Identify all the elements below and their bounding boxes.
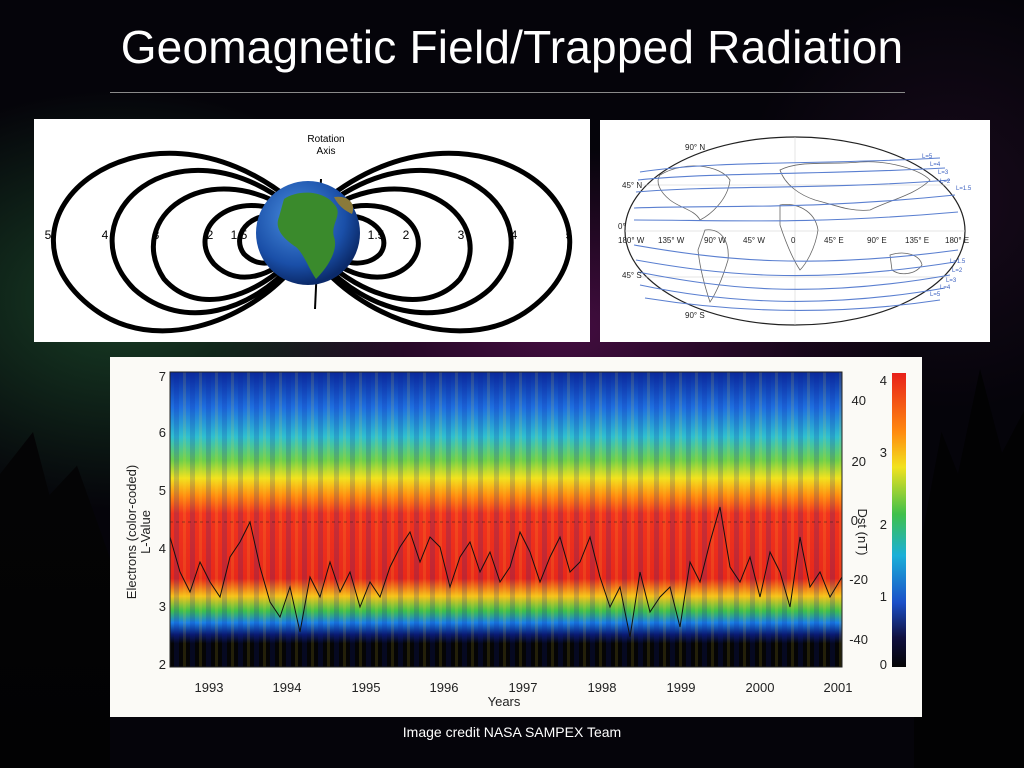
dipole-field-diagram: Rotation Axis 5 4 3 2 1.5 1.5 2 3 4 5 xyxy=(34,119,590,342)
arabia-landmass xyxy=(334,196,354,214)
spectrogram-svg: 2 3 4 5 6 7 Electrons (color-coded) L-Va… xyxy=(124,369,906,709)
y-tick-6: 6 xyxy=(159,425,166,440)
x-tick-1999: 1999 xyxy=(667,680,696,695)
lat-label-90n: 90° N xyxy=(685,143,705,152)
y-label-line1: Electrons (color-coded) xyxy=(124,465,139,599)
l-axis-ticks: 2 3 4 5 6 7 xyxy=(159,369,166,672)
field-line-l5-right xyxy=(322,150,573,334)
image-credit: Image credit NASA SAMPEX Team xyxy=(402,724,622,740)
l-label-left-2: 2 xyxy=(207,228,214,242)
l-label-right-1-5: 1.5 xyxy=(368,228,385,242)
colorbar-tick-4: 4 xyxy=(880,373,887,388)
colorbar-tick-1: 1 xyxy=(880,589,887,604)
l-label-left-5: 5 xyxy=(45,228,52,242)
lon-label-90w: 90° W xyxy=(704,236,726,245)
lon-label-0: 0 xyxy=(791,236,796,245)
l-label-north-2: L=2 xyxy=(940,179,951,185)
l-label-left-3: 3 xyxy=(153,228,160,242)
lon-label-135e: 135° E xyxy=(905,236,929,245)
dst-tick-minus20: -20 xyxy=(849,572,868,587)
dst-tick-40: 40 xyxy=(852,393,866,408)
l-shell-contours xyxy=(633,157,959,312)
y-tick-3: 3 xyxy=(159,599,166,614)
slide-title: Geomagnetic Field/Trapped Radiation xyxy=(120,21,904,73)
l-label-north-1-5: L=1.5 xyxy=(956,186,972,192)
l-label-right-4: 4 xyxy=(511,228,518,242)
l-label-right-2: 2 xyxy=(403,228,410,242)
axis-label-1: Rotation xyxy=(307,134,344,145)
axis-label-2: Axis xyxy=(317,146,336,157)
lat-label-0: 0° xyxy=(618,222,626,231)
dst-tick-0: 0 xyxy=(851,513,858,528)
dst-index-curve xyxy=(169,506,843,638)
year-axis-ticks: 1993 1994 1995 1996 1997 1998 1999 2000 … xyxy=(195,680,853,695)
dst-axis-label: Dst (nT) xyxy=(855,509,870,556)
dipole-field-svg: Rotation Axis 5 4 3 2 1.5 1.5 2 3 4 5 xyxy=(45,134,573,334)
dst-axis-ticks: 40 20 0 -20 -40 xyxy=(849,393,868,647)
lon-label-45w: 45° W xyxy=(743,236,765,245)
electron-spectrogram: 2 3 4 5 6 7 Electrons (color-coded) L-Va… xyxy=(110,357,922,717)
x-tick-1995: 1995 xyxy=(352,680,381,695)
field-line-l4-right xyxy=(322,167,514,316)
world-map-l-shells: 90° N 45° N 0° 45° S 90° S 180° W 135° W… xyxy=(600,120,990,342)
lon-label-180e: 180° E xyxy=(945,236,969,245)
lon-label-90e: 90° E xyxy=(867,236,887,245)
x-tick-2000: 2000 xyxy=(746,680,775,695)
field-line-l3-right xyxy=(322,186,473,302)
x-tick-2001: 2001 xyxy=(824,680,853,695)
y-tick-4: 4 xyxy=(159,541,166,556)
lat-label-90s: 90° S xyxy=(685,311,705,320)
l-label-south-1-5: L=1.5 xyxy=(950,259,966,265)
intensity-colorbar xyxy=(892,373,906,667)
l-label-south-2: L=2 xyxy=(952,268,963,274)
field-line-l2-right xyxy=(322,203,421,280)
colorbar-tick-0: 0 xyxy=(880,657,887,672)
lat-label-45s: 45° S xyxy=(622,271,642,280)
l-label-north-5: L=5 xyxy=(922,154,933,160)
dst-tick-20: 20 xyxy=(852,454,866,469)
lon-label-135w: 135° W xyxy=(658,236,685,245)
lon-label-180w: 180° W xyxy=(618,236,645,245)
title-divider xyxy=(110,92,905,93)
lon-label-45e: 45° E xyxy=(824,236,844,245)
x-tick-1997: 1997 xyxy=(509,680,538,695)
x-tick-1996: 1996 xyxy=(430,680,459,695)
continent-outlines xyxy=(657,161,931,303)
colorbar-tick-2: 2 xyxy=(880,517,887,532)
tree-silhouette-left xyxy=(0,432,110,768)
y-tick-5: 5 xyxy=(159,483,166,498)
x-tick-1998: 1998 xyxy=(588,680,617,695)
l-label-north-4: L=4 xyxy=(930,162,941,168)
y-tick-7: 7 xyxy=(159,369,166,384)
lat-label-45n: 45° N xyxy=(622,181,642,190)
l-label-south-4: L=4 xyxy=(940,285,951,291)
x-tick-1994: 1994 xyxy=(273,680,302,695)
spectrogram-texture xyxy=(170,372,842,667)
l-label-right-3: 3 xyxy=(458,228,465,242)
l-label-south-5: L=5 xyxy=(930,292,941,298)
field-line-l4-left xyxy=(109,167,294,316)
world-map-svg: 90° N 45° N 0° 45° S 90° S 180° W 135° W… xyxy=(618,136,972,326)
y-tick-2: 2 xyxy=(159,657,166,672)
dst-tick-minus40: -40 xyxy=(849,632,868,647)
l-label-right-5: 5 xyxy=(566,228,573,242)
colorbar-tick-3: 3 xyxy=(880,445,887,460)
l-label-south-3: L=3 xyxy=(946,278,957,284)
spectrogram-frame xyxy=(169,371,843,668)
l-label-left-4: 4 xyxy=(102,228,109,242)
x-tick-1993: 1993 xyxy=(195,680,224,695)
field-line-l5-left xyxy=(51,150,294,334)
l-label-north-3: L=3 xyxy=(938,170,949,176)
colorbar-ticks: 4 3 2 1 0 xyxy=(880,373,887,672)
field-line-l3-left xyxy=(150,186,294,302)
field-line-l2-left xyxy=(202,203,294,280)
tree-silhouette-right xyxy=(914,369,1024,768)
y-label-line2: L-Value xyxy=(138,510,153,554)
x-axis-label: Years xyxy=(488,694,521,709)
africa-landmass xyxy=(277,192,338,279)
l-label-left-1-5: 1.5 xyxy=(231,228,248,242)
